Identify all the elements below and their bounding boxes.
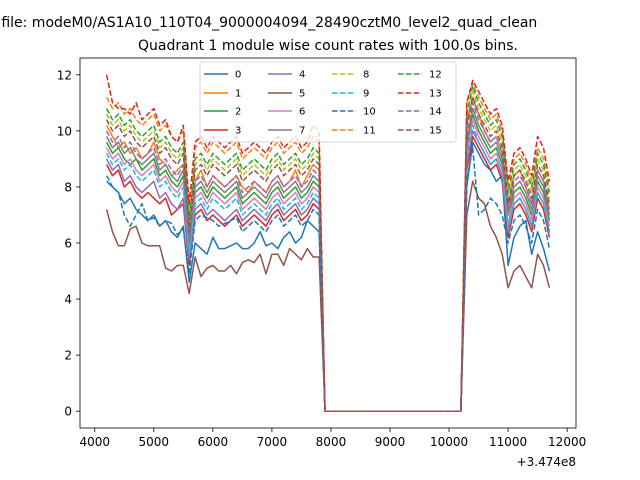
legend-label-1: 1 [235,89,241,100]
y-tick-label: 10 [57,124,72,138]
legend-label-7: 7 [299,126,305,137]
x-tick-label: 9000 [375,435,406,449]
legend-label-4: 4 [299,70,305,81]
y-tick-label: 2 [64,349,72,363]
legend-label-14: 14 [429,107,442,118]
series-line-10 [105,146,551,412]
chart-title: Quadrant 1 module wise count rates with … [138,38,518,54]
y-tick-label: 12 [57,68,72,82]
legend-label-3: 3 [235,126,241,137]
x-tick-label: 4000 [79,435,110,449]
legend-label-2: 2 [235,107,241,118]
x-tick-label: 6000 [198,435,229,449]
series-line-13 [105,74,551,412]
x-tick-label: 8000 [316,435,347,449]
x-tick-label: 5000 [139,435,170,449]
series-line-15 [105,96,551,412]
figure-suptitle: n file: modeM0/AS1A10_110T04_9000004094_… [0,15,537,31]
legend-label-9: 9 [363,89,369,100]
y-axis: 0 2 4 6 8 10 12 [57,68,80,419]
legend-label-10: 10 [363,107,376,118]
series-layer [105,74,551,412]
legend-label-0: 0 [235,70,241,81]
legend-label-12: 12 [429,70,442,81]
x-tick-label: 7000 [257,435,288,449]
y-tick-label: 0 [64,405,72,419]
legend-label-15: 15 [429,126,442,137]
x-offset-label: +3.474e8 [517,455,576,469]
y-tick-label: 8 [64,180,72,194]
x-axis: 4000 5000 6000 7000 8000 9000 10000 11000 12000 [79,428,586,449]
x-tick-label: 10000 [430,435,468,449]
legend-label-8: 8 [363,70,369,81]
legend-label-6: 6 [299,107,305,118]
series-line-8 [105,90,551,412]
y-tick-label: 4 [64,293,72,307]
legend-label-5: 5 [299,89,305,100]
legend-box [199,61,457,143]
legend-label-13: 13 [429,89,442,100]
y-tick-label: 6 [64,237,72,251]
x-tick-label: 11000 [489,435,527,449]
legend-label-11: 11 [363,126,376,137]
x-tick-label: 12000 [548,435,586,449]
